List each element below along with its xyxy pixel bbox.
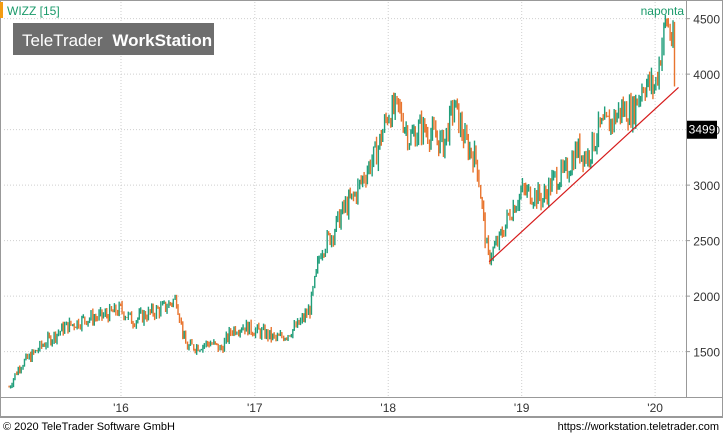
y-tick-label: 3000 <box>693 179 720 193</box>
source-url[interactable]: https://workstation.teletrader.com <box>558 421 719 433</box>
x-tick-label: '16 <box>113 401 129 415</box>
interval-label: naponta <box>641 4 685 18</box>
x-tick-label: '19 <box>514 401 530 415</box>
watermark-light: TeleTrader <box>22 31 103 50</box>
x-tick-label: '20 <box>647 401 663 415</box>
y-tick-label: 4500 <box>693 13 720 27</box>
y-tick-label: 4000 <box>693 68 720 82</box>
price-bars-layer <box>8 15 676 389</box>
x-tick-label: '17 <box>247 401 263 415</box>
watermark-bold: WorkStation <box>112 31 212 50</box>
trendline-layer <box>488 87 679 263</box>
last-price-marker <box>687 120 717 139</box>
watermark-box <box>13 23 214 55</box>
chart-frame <box>0 0 723 417</box>
y-tick-label: 2000 <box>693 290 720 304</box>
symbol-label: WIZZ [15] <box>7 4 60 18</box>
support-trendline[interactable] <box>488 87 679 263</box>
x-tick-label: '18 <box>380 401 396 415</box>
y-axis-labels: 1500200025003000350040004500 <box>686 13 720 360</box>
copyright-text: © 2020 TeleTrader Software GmbH <box>3 421 175 433</box>
last-price-label: 3499 <box>689 123 716 137</box>
x-axis-labels: '16 '17 '18 '19 '20 <box>113 401 663 415</box>
y-tick-label: 2500 <box>693 235 720 249</box>
y-tick-label: 1500 <box>693 346 720 360</box>
watermark-text: TeleTrader WorkStation <box>22 31 212 50</box>
